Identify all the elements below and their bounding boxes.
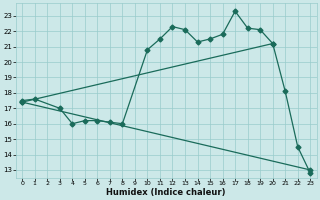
X-axis label: Humidex (Indice chaleur): Humidex (Indice chaleur) bbox=[107, 188, 226, 197]
